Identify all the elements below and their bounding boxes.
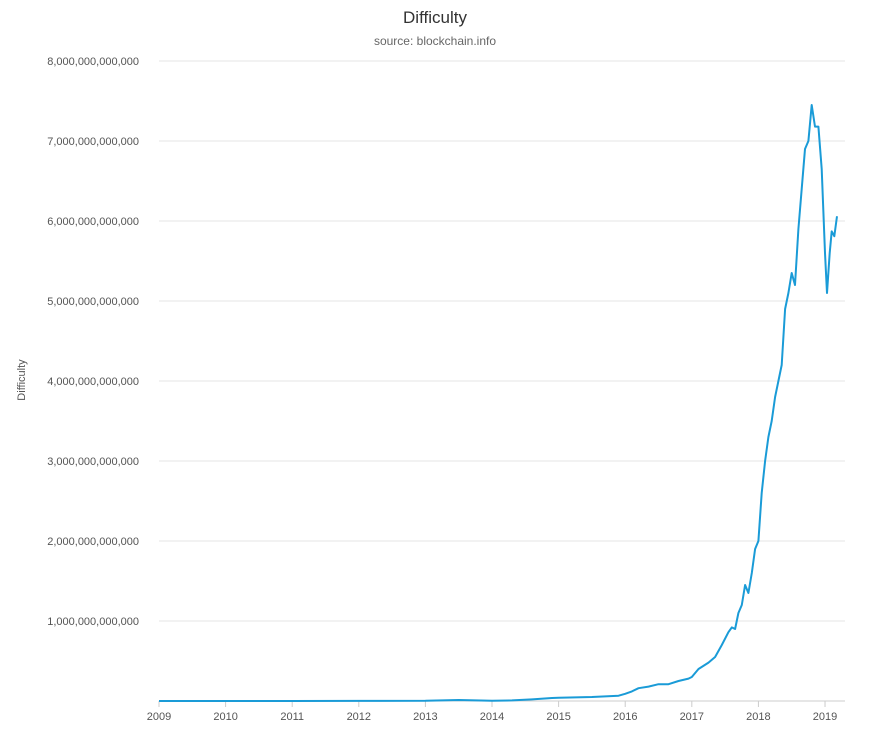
x-tick-label: 2017 xyxy=(680,711,704,723)
y-axis-label: Difficulty xyxy=(16,359,28,401)
y-tick-label: 3,000,000,000,000 xyxy=(47,456,139,468)
x-tick-label: 2012 xyxy=(347,711,371,723)
x-tick-label: 2014 xyxy=(480,711,504,723)
y-axis-ticks: 1,000,000,000,000 2,000,000,000,000 3,000,… xyxy=(47,56,139,628)
y-tick-label: 7,000,000,000,000 xyxy=(47,136,139,148)
x-tick-label: 2010 xyxy=(213,711,237,723)
x-tick-label: 2009 xyxy=(147,711,171,723)
difficulty-series-line xyxy=(159,104,838,702)
x-tick-label: 2019 xyxy=(813,711,837,723)
y-tick-label: 2,000,000,000,000 xyxy=(47,536,139,548)
y-tick-label: 8,000,000,000,000 xyxy=(47,56,139,68)
x-axis-ticks: 2009 2010 2011 2012 2013 2014 2015 2016 2017 2018… xyxy=(147,701,837,723)
x-tick-label: 2015 xyxy=(546,711,570,723)
y-tick-label: 4,000,000,000,000 xyxy=(47,376,139,388)
grid-lines xyxy=(159,60,845,622)
chart-subtitle: source: blockchain.info xyxy=(373,34,497,48)
chart-title: Difficulty xyxy=(403,8,467,27)
x-tick-label: 2011 xyxy=(280,711,304,723)
x-tick-label: 2016 xyxy=(613,711,637,723)
y-tick-label: 1,000,000,000,000 xyxy=(47,616,139,628)
x-tick-label: 2013 xyxy=(413,711,437,723)
x-tick-label: 2018 xyxy=(746,711,770,723)
y-tick-label: 5,000,000,000,000 xyxy=(47,296,139,308)
y-tick-label: 6,000,000,000,000 xyxy=(47,216,139,228)
